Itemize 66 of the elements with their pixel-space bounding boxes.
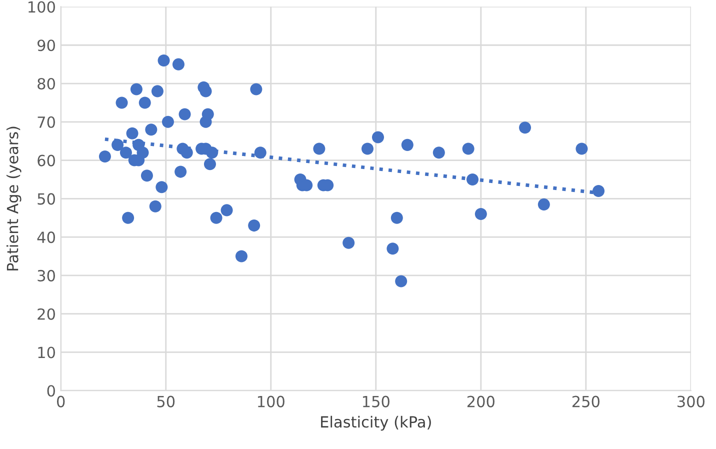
point: [158, 54, 170, 66]
point: [519, 122, 532, 134]
point: [576, 142, 588, 155]
point: [126, 127, 138, 140]
point: [386, 242, 399, 255]
y-tick-label: 80: [38, 78, 55, 90]
x-tick-label: 0: [57, 396, 65, 408]
point: [202, 108, 214, 120]
point: [462, 142, 474, 155]
point: [206, 146, 218, 159]
point: [372, 131, 384, 144]
point: [466, 173, 479, 186]
point: [235, 250, 248, 262]
point: [395, 275, 408, 288]
x-tick-label: 100: [258, 396, 284, 408]
y-tick-label: 10: [38, 346, 55, 358]
point: [592, 184, 605, 198]
point: [120, 146, 132, 159]
point: [98, 150, 111, 162]
point: [130, 83, 142, 96]
point: [136, 146, 149, 159]
point: [313, 142, 326, 155]
point: [250, 83, 262, 96]
x-axis-title: Elasticity (kPa): [321, 416, 431, 431]
x-tick-label: 200: [467, 396, 494, 408]
point: [361, 142, 374, 155]
point: [248, 220, 260, 232]
point: [254, 146, 266, 159]
point: [210, 212, 222, 224]
y-tick-label: 100: [28, 1, 55, 13]
x-tick-label: 50: [157, 396, 175, 408]
y-tick-label: 60: [38, 154, 55, 166]
point: [138, 96, 151, 109]
point: [474, 208, 487, 220]
point: [112, 138, 124, 151]
point: [172, 58, 184, 70]
y-tick-label: 50: [38, 193, 55, 205]
y-tick-label: 20: [38, 308, 55, 320]
point: [220, 204, 233, 216]
x-tick-label: 300: [678, 396, 705, 408]
point: [178, 108, 191, 120]
point: [162, 116, 174, 128]
point: [174, 166, 187, 178]
point: [200, 85, 212, 98]
point: [151, 85, 164, 98]
point: [401, 138, 414, 151]
point: [342, 236, 355, 249]
y-tick-label: 0: [47, 385, 55, 397]
y-tick-label: 90: [38, 40, 55, 52]
point: [122, 212, 134, 224]
point: [538, 198, 550, 210]
point: [116, 96, 128, 109]
x-tick-label: 250: [572, 396, 600, 408]
x-tick-label: 150: [362, 396, 390, 408]
point: [145, 124, 158, 136]
point: [149, 200, 162, 212]
point: [156, 181, 168, 194]
y-tick-label: 70: [38, 116, 55, 128]
y-tick-label: 40: [37, 232, 55, 244]
point: [140, 170, 153, 182]
y-tick-label: 30: [38, 270, 55, 282]
point: [390, 212, 403, 224]
point: [180, 146, 193, 159]
y-axis-title: Patient Age (years): [6, 126, 22, 270]
point: [432, 146, 445, 159]
point: [204, 158, 216, 170]
